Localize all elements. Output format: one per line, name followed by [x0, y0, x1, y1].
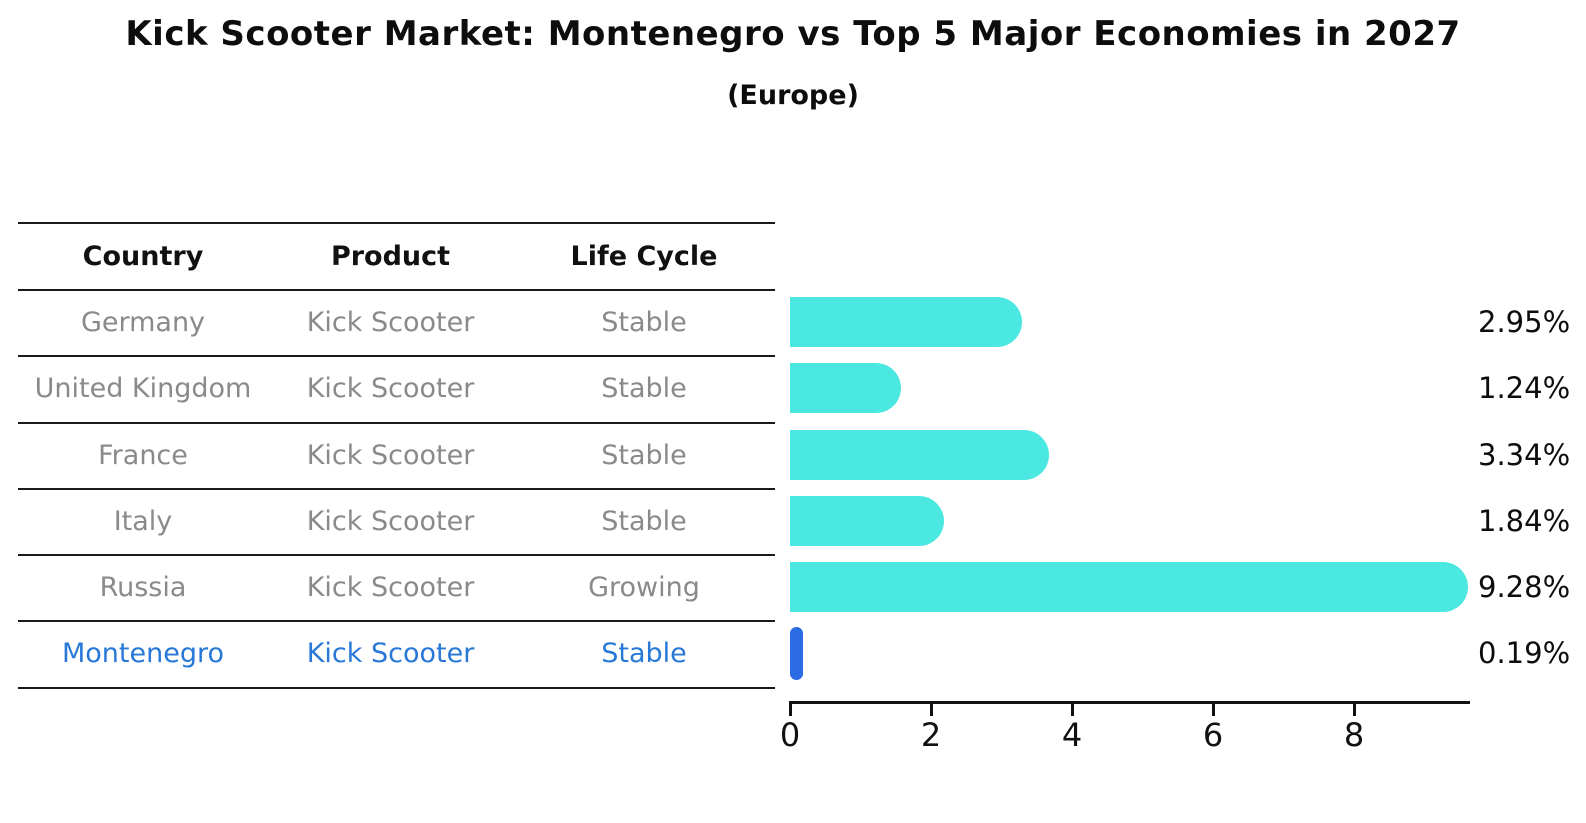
x-axis-tick	[1071, 701, 1074, 716]
column-header-life-cycle: Life Cycle	[570, 240, 718, 272]
x-axis-tick-label: 6	[1202, 716, 1224, 754]
table-row-france: France Kick Scooter Stable	[18, 422, 775, 488]
x-axis-tick-label: 4	[1061, 716, 1083, 754]
y-axis-tick	[753, 422, 773, 424]
bar-germany	[790, 297, 1022, 347]
table-rule	[18, 554, 775, 556]
value-label-united-kingdom: 1.24%	[1478, 371, 1571, 405]
country-cell: Italy	[113, 505, 173, 537]
life-cycle-cell: Stable	[601, 372, 687, 404]
table-row-germany: Germany Kick Scooter Stable	[18, 289, 775, 355]
product-cell: Kick Scooter	[306, 439, 475, 471]
bar-france	[790, 430, 1050, 480]
value-label-italy: 1.84%	[1478, 504, 1571, 538]
column-header-country: Country	[82, 240, 204, 272]
y-axis-tick	[753, 687, 773, 689]
x-axis-tick-label: 2	[920, 716, 942, 754]
table-header-row: Country Product Life Cycle	[18, 223, 775, 289]
table-rule	[18, 422, 775, 424]
bar-italy	[790, 496, 944, 546]
country-cell: France	[98, 439, 188, 471]
product-cell: Kick Scooter	[306, 571, 475, 603]
table-rule-top	[18, 222, 775, 224]
product-cell: Kick Scooter	[306, 306, 475, 338]
table-rule-header	[18, 289, 775, 291]
x-axis-tick-label: 0	[779, 716, 801, 754]
x-axis-tick	[930, 701, 933, 716]
y-axis-tick	[753, 554, 773, 556]
product-cell: Kick Scooter	[306, 505, 475, 537]
bar-russia	[790, 562, 1469, 612]
product-cell: Kick Scooter	[306, 637, 475, 669]
table-rule	[18, 620, 775, 622]
y-axis-tick	[753, 488, 773, 490]
table-row-russia: Russia Kick Scooter Growing	[18, 554, 775, 620]
table-row-montenegro: Montenegro Kick Scooter Stable	[18, 620, 775, 686]
country-cell: Germany	[80, 306, 206, 338]
life-cycle-cell: Growing	[588, 571, 700, 603]
value-label-france: 3.34%	[1478, 438, 1571, 472]
x-axis-tick	[1353, 701, 1356, 716]
country-cell: Russia	[99, 571, 187, 603]
x-axis-tick	[789, 701, 792, 716]
y-axis-tick	[753, 620, 773, 622]
country-cell: Montenegro	[61, 637, 224, 669]
life-cycle-cell: Stable	[601, 505, 687, 537]
chart-title: Kick Scooter Market: Montenegro vs Top 5…	[125, 14, 1461, 54]
bar-montenegro	[790, 627, 804, 680]
y-axis-tick	[753, 289, 773, 291]
table-row-united-kingdom: United Kingdom Kick Scooter Stable	[18, 355, 775, 421]
life-cycle-cell: Stable	[601, 439, 687, 471]
table-row-italy: Italy Kick Scooter Stable	[18, 488, 775, 554]
x-axis-line	[790, 701, 1470, 704]
column-header-product: Product	[330, 240, 451, 272]
value-label-montenegro: 0.19%	[1478, 636, 1571, 670]
value-label-germany: 2.95%	[1478, 305, 1571, 339]
product-cell: Kick Scooter	[306, 372, 475, 404]
table-rule	[18, 355, 775, 357]
x-axis-tick-label: 8	[1343, 716, 1365, 754]
x-axis-tick	[1212, 701, 1215, 716]
table-rule	[18, 488, 775, 490]
bar-united-kingdom	[790, 363, 902, 413]
chart-subtitle: (Europe)	[727, 80, 859, 111]
table-rule-bottom	[18, 687, 775, 689]
life-cycle-cell: Stable	[601, 637, 687, 669]
country-cell: United Kingdom	[34, 372, 252, 404]
value-label-russia: 9.28%	[1478, 570, 1571, 604]
life-cycle-cell: Stable	[601, 306, 687, 338]
y-axis-tick	[753, 355, 773, 357]
